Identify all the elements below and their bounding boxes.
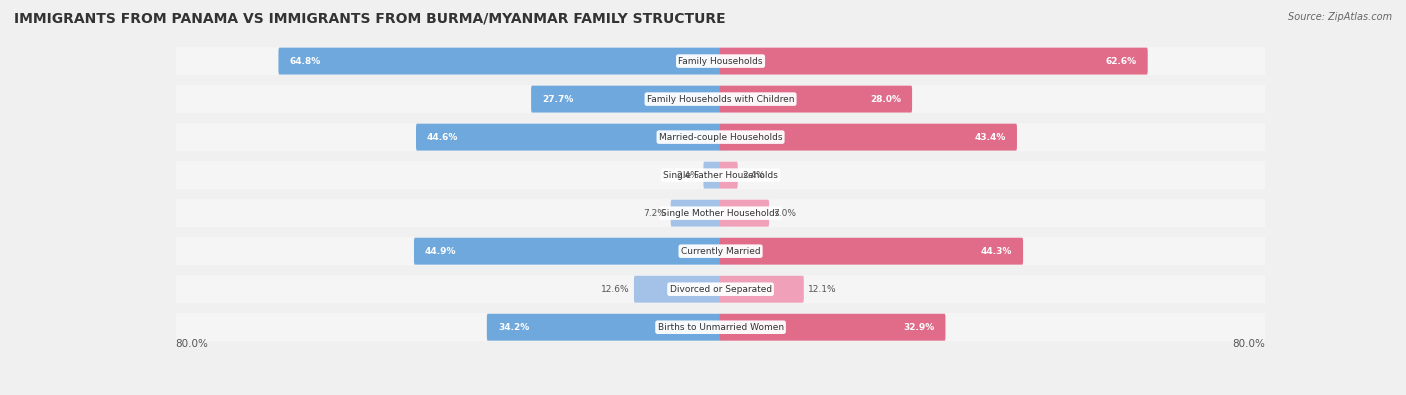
Text: 32.9%: 32.9% xyxy=(903,323,935,332)
Text: 80.0%: 80.0% xyxy=(1233,339,1265,348)
Text: 34.2%: 34.2% xyxy=(498,323,529,332)
FancyBboxPatch shape xyxy=(176,85,1265,113)
FancyBboxPatch shape xyxy=(176,237,1265,265)
Text: 2.4%: 2.4% xyxy=(742,171,765,180)
FancyBboxPatch shape xyxy=(176,47,1265,75)
FancyBboxPatch shape xyxy=(416,124,721,150)
FancyBboxPatch shape xyxy=(531,86,721,113)
Text: Single Mother Households: Single Mother Households xyxy=(661,209,780,218)
FancyBboxPatch shape xyxy=(720,86,912,113)
FancyBboxPatch shape xyxy=(176,161,1265,189)
FancyBboxPatch shape xyxy=(720,238,1024,265)
Text: Single Father Households: Single Father Households xyxy=(664,171,778,180)
Text: Source: ZipAtlas.com: Source: ZipAtlas.com xyxy=(1288,12,1392,22)
Text: 44.3%: 44.3% xyxy=(980,247,1012,256)
FancyBboxPatch shape xyxy=(634,276,721,303)
Text: 44.6%: 44.6% xyxy=(427,133,458,142)
FancyBboxPatch shape xyxy=(671,200,721,227)
FancyBboxPatch shape xyxy=(720,124,1017,150)
FancyBboxPatch shape xyxy=(413,238,721,265)
FancyBboxPatch shape xyxy=(720,314,945,340)
Text: Divorced or Separated: Divorced or Separated xyxy=(669,285,772,294)
Text: Family Households: Family Households xyxy=(678,56,763,66)
Text: 43.4%: 43.4% xyxy=(974,133,1005,142)
Text: 12.6%: 12.6% xyxy=(600,285,630,294)
Text: Births to Unmarried Women: Births to Unmarried Women xyxy=(658,323,783,332)
FancyBboxPatch shape xyxy=(720,48,1147,75)
FancyBboxPatch shape xyxy=(486,314,721,340)
FancyBboxPatch shape xyxy=(176,199,1265,227)
Text: 28.0%: 28.0% xyxy=(870,95,901,103)
FancyBboxPatch shape xyxy=(720,162,738,188)
Text: 7.2%: 7.2% xyxy=(643,209,666,218)
FancyBboxPatch shape xyxy=(176,123,1265,151)
Text: Family Households with Children: Family Households with Children xyxy=(647,95,794,103)
Text: 7.0%: 7.0% xyxy=(773,209,797,218)
FancyBboxPatch shape xyxy=(176,313,1265,341)
FancyBboxPatch shape xyxy=(720,276,804,303)
Text: 44.9%: 44.9% xyxy=(425,247,457,256)
FancyBboxPatch shape xyxy=(278,48,721,75)
FancyBboxPatch shape xyxy=(703,162,721,188)
Text: 27.7%: 27.7% xyxy=(543,95,574,103)
Text: 64.8%: 64.8% xyxy=(290,56,321,66)
Text: 12.1%: 12.1% xyxy=(808,285,837,294)
Text: 2.4%: 2.4% xyxy=(676,171,699,180)
FancyBboxPatch shape xyxy=(176,275,1265,303)
Text: 80.0%: 80.0% xyxy=(176,339,208,348)
Text: IMMIGRANTS FROM PANAMA VS IMMIGRANTS FROM BURMA/MYANMAR FAMILY STRUCTURE: IMMIGRANTS FROM PANAMA VS IMMIGRANTS FRO… xyxy=(14,12,725,26)
Text: Married-couple Households: Married-couple Households xyxy=(659,133,782,142)
Text: 62.6%: 62.6% xyxy=(1105,56,1136,66)
FancyBboxPatch shape xyxy=(720,200,769,227)
Text: Currently Married: Currently Married xyxy=(681,247,761,256)
